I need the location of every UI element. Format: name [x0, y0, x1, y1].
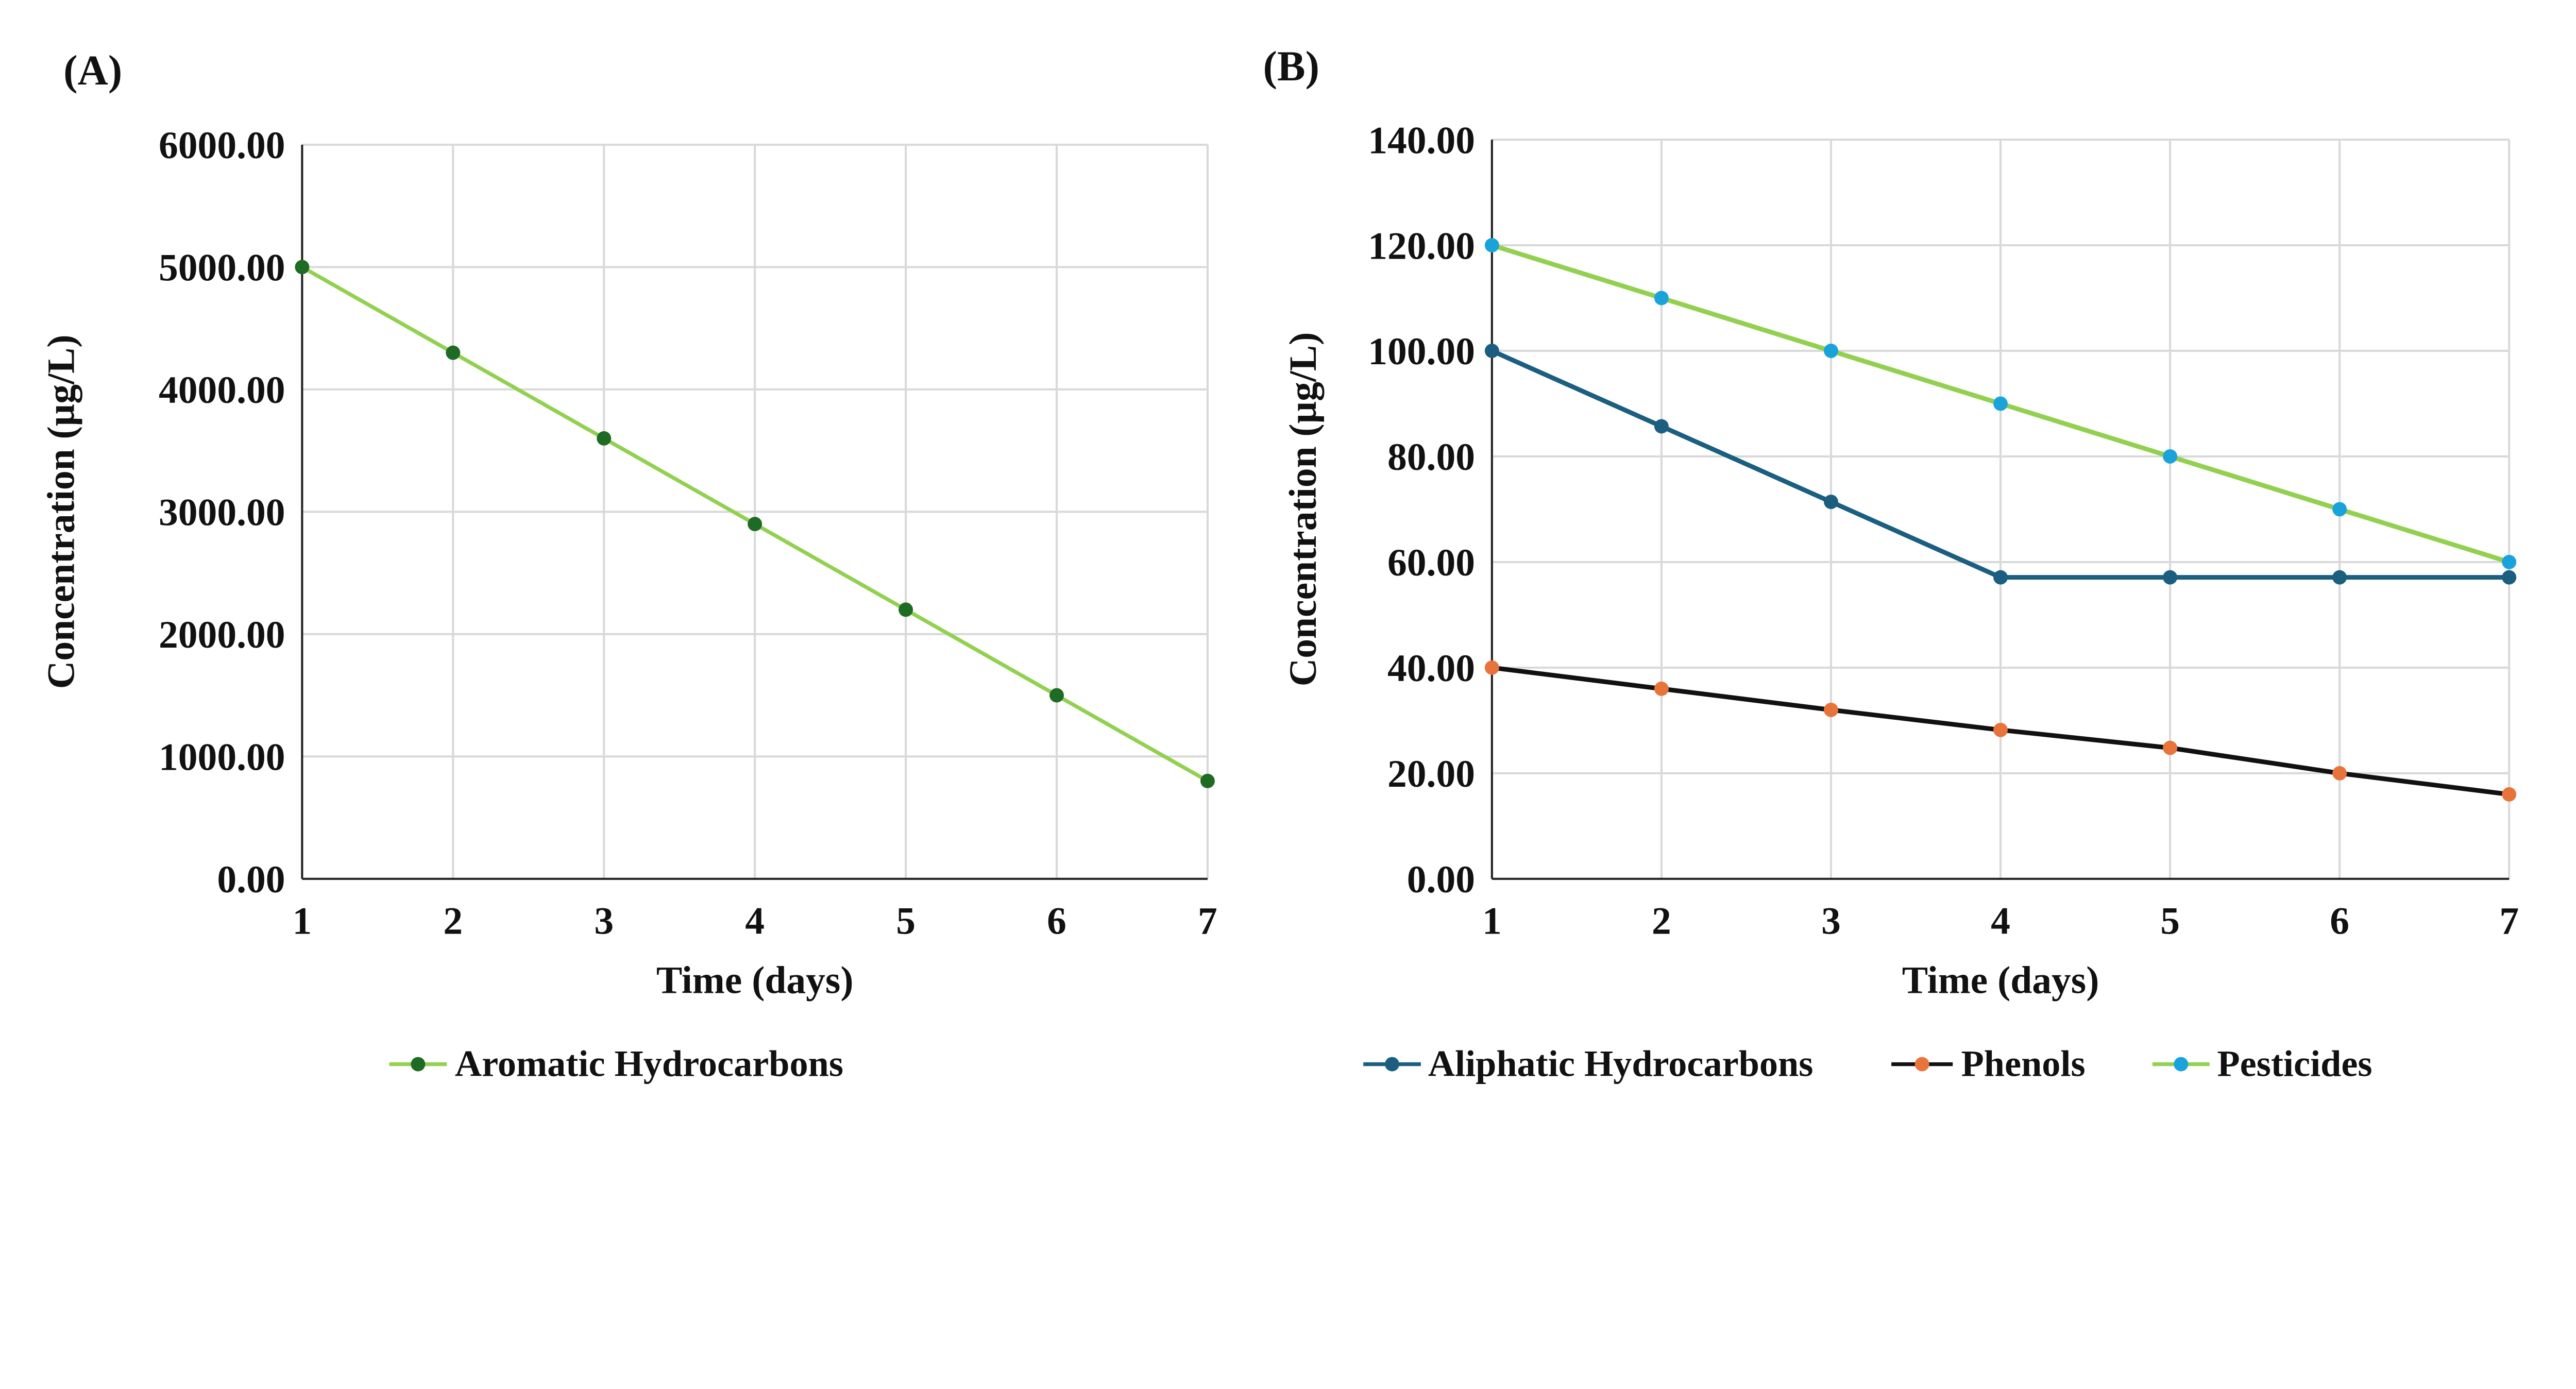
data-point — [1654, 419, 1669, 434]
x-tick-label: 4 — [1991, 900, 2010, 943]
data-point — [748, 517, 762, 532]
legend-marker — [2174, 1057, 2189, 1072]
data-point — [1484, 238, 1499, 252]
data-point — [1824, 344, 1838, 358]
y-tick-label: 0.00 — [1407, 858, 1475, 901]
data-point — [1654, 681, 1669, 696]
legend-marker — [1385, 1057, 1399, 1072]
data-point — [1993, 570, 2008, 585]
data-point — [295, 260, 310, 275]
data-point — [1484, 344, 1499, 358]
y-tick-label: 6000.00 — [159, 124, 285, 167]
x-tick-label: 1 — [1482, 900, 1502, 943]
data-point — [1200, 773, 1215, 788]
x-tick-label: 4 — [745, 900, 765, 943]
data-point — [899, 602, 913, 617]
legend-label: Aromatic Hydrocarbons — [455, 1043, 843, 1085]
data-point — [2332, 502, 2347, 517]
data-point — [1049, 688, 1064, 703]
y-axis-title: Concentration (µg/L) — [40, 334, 83, 689]
data-point — [1993, 722, 2008, 737]
legend-label: Phenols — [1961, 1043, 2086, 1085]
data-point — [1993, 396, 2008, 411]
y-tick-label: 0.00 — [217, 858, 285, 901]
chart-a: 0.00 1000.00 2000.00 3000.00 4000.00 5000.00 6… — [40, 124, 1217, 1084]
legend-label: Aliphatic Hydrocarbons — [1428, 1043, 1814, 1085]
x-tick-label: 3 — [594, 900, 614, 943]
y-tick-label: 5000.00 — [159, 247, 285, 290]
x-tick-label: 5 — [896, 900, 916, 943]
x-tick-label: 1 — [293, 900, 312, 943]
y-tick-label: 4000.00 — [159, 369, 285, 412]
y-tick-label: 3000.00 — [159, 492, 285, 534]
data-point — [597, 431, 612, 446]
data-point — [2163, 449, 2178, 464]
figure: (A) (B) 0.00 1000.00 2000.00 3000.00 4000.00… — [40, 43, 2519, 1084]
y-tick-label: 140.00 — [1368, 119, 1475, 162]
x-tick-label: 3 — [1821, 900, 1841, 943]
x-tick-label: 6 — [2330, 900, 2349, 943]
x-tick-label: 7 — [1198, 900, 1217, 943]
x-tick-label: 7 — [2499, 900, 2519, 943]
y-tick-label: 40.00 — [1387, 647, 1475, 690]
legend-marker — [1914, 1057, 1929, 1072]
legend-label: Pesticides — [2217, 1043, 2372, 1085]
x-axis-title: Time (days) — [656, 959, 854, 1002]
x-tick-label: 5 — [2160, 900, 2180, 943]
x-tick-label: 2 — [1652, 900, 1671, 943]
panel-label-a: (A) — [63, 47, 122, 94]
panel-label-b: (B) — [1263, 43, 1319, 90]
x-tick-label: 2 — [443, 900, 463, 943]
data-point — [2163, 740, 2178, 755]
data-point — [1654, 291, 1669, 306]
x-tick-label: 6 — [1047, 900, 1066, 943]
data-point — [2502, 570, 2517, 585]
data-point — [446, 345, 461, 360]
data-point — [2332, 570, 2347, 585]
y-tick-label: 1000.00 — [159, 736, 285, 779]
data-point — [2332, 766, 2347, 781]
y-tick-label: 20.00 — [1387, 753, 1475, 795]
y-tick-label: 60.00 — [1387, 541, 1475, 584]
y-axis-title: Concentration (µg/L) — [1282, 332, 1325, 687]
data-point — [2163, 570, 2178, 585]
y-tick-label: 120.00 — [1368, 225, 1475, 267]
legend-marker — [411, 1057, 426, 1072]
y-tick-label: 80.00 — [1387, 436, 1475, 479]
data-point — [2502, 787, 2517, 802]
data-point — [1824, 495, 1838, 510]
x-axis-title: Time (days) — [1902, 959, 2099, 1002]
y-tick-label: 2000.00 — [159, 614, 285, 656]
data-point — [1484, 660, 1499, 675]
data-point — [2502, 554, 2517, 569]
y-tick-label: 100.00 — [1368, 330, 1475, 373]
data-point — [1824, 702, 1838, 717]
chart-b: 0.00 20.00 40.00 60.00 80.00 100.00 120.00 140.… — [1282, 119, 2519, 1084]
